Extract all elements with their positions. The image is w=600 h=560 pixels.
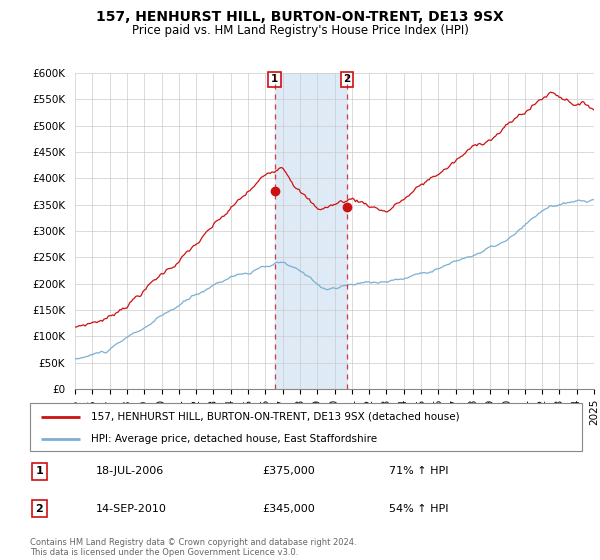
Text: 1: 1 [271, 74, 278, 85]
Text: 2: 2 [35, 504, 43, 514]
Text: Price paid vs. HM Land Registry's House Price Index (HPI): Price paid vs. HM Land Registry's House … [131, 24, 469, 36]
Text: HPI: Average price, detached house, East Staffordshire: HPI: Average price, detached house, East… [91, 434, 377, 444]
Text: 71% ↑ HPI: 71% ↑ HPI [389, 466, 448, 476]
Text: Contains HM Land Registry data © Crown copyright and database right 2024.
This d: Contains HM Land Registry data © Crown c… [30, 538, 356, 557]
Text: 157, HENHURST HILL, BURTON-ON-TRENT, DE13 9SX: 157, HENHURST HILL, BURTON-ON-TRENT, DE1… [96, 10, 504, 24]
Text: 54% ↑ HPI: 54% ↑ HPI [389, 504, 448, 514]
Text: £375,000: £375,000 [262, 466, 314, 476]
Text: 14-SEP-2010: 14-SEP-2010 [96, 504, 167, 514]
Text: 1: 1 [35, 466, 43, 476]
Text: 2: 2 [343, 74, 350, 85]
Text: 18-JUL-2006: 18-JUL-2006 [96, 466, 164, 476]
Text: 157, HENHURST HILL, BURTON-ON-TRENT, DE13 9SX (detached house): 157, HENHURST HILL, BURTON-ON-TRENT, DE1… [91, 412, 460, 422]
Text: £345,000: £345,000 [262, 504, 314, 514]
Bar [275, 73, 347, 389]
FancyBboxPatch shape [30, 403, 582, 451]
